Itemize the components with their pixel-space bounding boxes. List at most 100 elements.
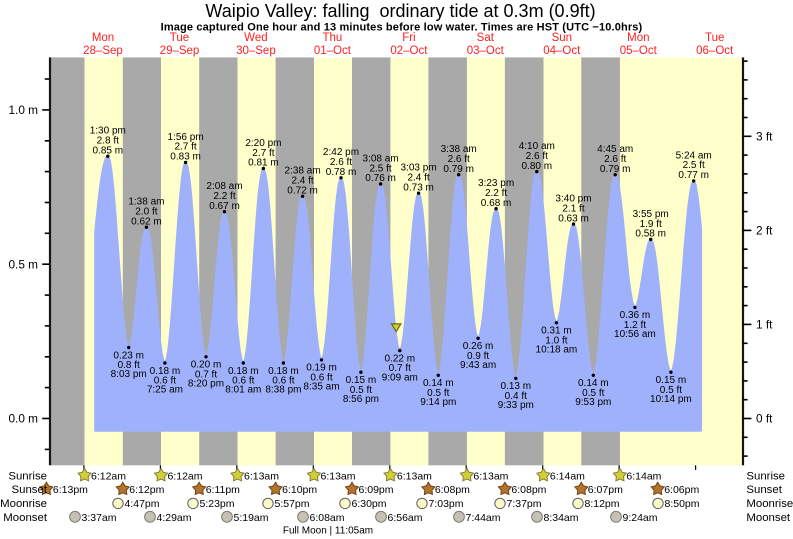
svg-text:8:01 am: 8:01 am — [225, 385, 261, 396]
svg-text:Moonset: Moonset — [3, 512, 48, 524]
svg-text:0.19 m: 0.19 m — [306, 363, 337, 374]
svg-text:0.22 m: 0.22 m — [385, 353, 416, 364]
svg-text:28–Sep: 28–Sep — [83, 45, 123, 57]
svg-text:0.72 m: 0.72 m — [287, 186, 318, 197]
svg-text:1.0 ft: 1.0 ft — [545, 335, 567, 346]
svg-text:0.6 ft: 0.6 ft — [232, 376, 254, 387]
svg-text:8:34am: 8:34am — [544, 512, 579, 524]
svg-text:0.15 m: 0.15 m — [656, 375, 687, 386]
svg-text:5:24 am: 5:24 am — [676, 150, 712, 161]
svg-text:6:07pm: 6:07pm — [588, 484, 623, 496]
svg-text:3:08 am: 3:08 am — [363, 153, 399, 164]
svg-text:Sunset: Sunset — [12, 484, 48, 496]
svg-text:Sat: Sat — [477, 32, 495, 44]
svg-text:7:44am: 7:44am — [466, 512, 501, 524]
svg-text:6:13am: 6:13am — [473, 470, 508, 482]
svg-text:3:38 am: 3:38 am — [441, 144, 477, 155]
svg-text:2.0 ft: 2.0 ft — [135, 207, 157, 218]
svg-text:0.18 m: 0.18 m — [150, 366, 181, 377]
svg-text:Sunrise: Sunrise — [8, 470, 47, 482]
svg-text:29–Sep: 29–Sep — [160, 45, 200, 57]
svg-text:6:30pm: 6:30pm — [352, 498, 387, 510]
svg-text:7:03pm: 7:03pm — [429, 498, 464, 510]
svg-text:0.0 m: 0.0 m — [8, 412, 38, 426]
svg-text:10:18 am: 10:18 am — [536, 345, 578, 356]
svg-text:0.5 m: 0.5 m — [8, 257, 38, 271]
svg-text:8:12pm: 8:12pm — [585, 498, 620, 510]
svg-text:0.6 ft: 0.6 ft — [310, 373, 332, 384]
svg-text:0.18 m: 0.18 m — [268, 366, 299, 377]
svg-text:3 ft: 3 ft — [756, 129, 773, 143]
svg-text:6:13pm: 6:13pm — [53, 484, 88, 496]
svg-text:6:08pm: 6:08pm — [435, 484, 470, 496]
svg-text:2.4 ft: 2.4 ft — [291, 176, 313, 187]
svg-text:Fri: Fri — [402, 32, 415, 44]
svg-text:6:12am: 6:12am — [168, 470, 203, 482]
svg-text:4:45 am: 4:45 am — [597, 144, 633, 155]
svg-text:0.20 m: 0.20 m — [191, 360, 222, 371]
svg-text:9:09 am: 9:09 am — [382, 372, 418, 383]
svg-text:0.80 m: 0.80 m — [522, 161, 553, 172]
svg-text:1:38 am: 1:38 am — [128, 197, 164, 208]
svg-text:0.14 m: 0.14 m — [423, 378, 454, 389]
svg-text:3:55 pm: 3:55 pm — [633, 209, 669, 220]
svg-text:0.14 m: 0.14 m — [578, 378, 609, 389]
svg-text:6:11pm: 6:11pm — [206, 484, 240, 496]
svg-text:0.23 m: 0.23 m — [113, 350, 144, 361]
svg-text:8:38 pm: 8:38 pm — [265, 385, 301, 396]
svg-text:Mon: Mon — [627, 32, 649, 44]
svg-text:Sunrise: Sunrise — [746, 470, 785, 482]
svg-text:5:19am: 5:19am — [234, 512, 269, 524]
svg-text:2:08 am: 2:08 am — [206, 181, 242, 192]
svg-text:0.79 m: 0.79 m — [443, 164, 474, 175]
svg-text:Image captured One hour and 13: Image captured One hour and 13 minutes b… — [161, 21, 643, 33]
svg-text:2:20 pm: 2:20 pm — [245, 138, 281, 149]
svg-text:0.81 m: 0.81 m — [248, 158, 279, 169]
svg-text:Thu: Thu — [322, 32, 342, 44]
svg-text:Sun: Sun — [552, 32, 572, 44]
svg-text:6:56am: 6:56am — [388, 512, 423, 524]
svg-text:3:40 pm: 3:40 pm — [555, 194, 591, 205]
svg-text:0.6 ft: 0.6 ft — [272, 376, 294, 387]
svg-text:2.2 ft: 2.2 ft — [213, 191, 235, 202]
svg-text:0.63 m: 0.63 m — [558, 213, 589, 224]
svg-text:4:10 am: 4:10 am — [519, 141, 555, 152]
svg-text:1.0 m: 1.0 m — [8, 103, 38, 117]
svg-text:0.36 m: 0.36 m — [620, 310, 651, 321]
svg-text:6:14am: 6:14am — [550, 470, 585, 482]
svg-text:04–Oct: 04–Oct — [543, 45, 581, 57]
svg-text:0.13 m: 0.13 m — [501, 381, 532, 392]
svg-text:0.73 m: 0.73 m — [403, 182, 434, 193]
svg-text:0.78 m: 0.78 m — [326, 167, 357, 178]
svg-text:7:25 am: 7:25 am — [147, 385, 183, 396]
svg-text:6:08pm: 6:08pm — [511, 484, 546, 496]
svg-text:0.7 ft: 0.7 ft — [389, 363, 411, 374]
svg-text:0.6 ft: 0.6 ft — [154, 376, 176, 387]
svg-text:0.5 ft: 0.5 ft — [350, 385, 372, 396]
svg-text:6:09pm: 6:09pm — [359, 484, 394, 496]
svg-text:2.8 ft: 2.8 ft — [97, 136, 119, 147]
svg-text:0.18 m: 0.18 m — [228, 366, 259, 377]
svg-text:4:47pm: 4:47pm — [125, 498, 160, 510]
svg-text:6:06pm: 6:06pm — [664, 484, 699, 496]
svg-text:0.85 m: 0.85 m — [93, 145, 124, 156]
svg-text:Tue: Tue — [170, 32, 189, 44]
svg-text:0.68 m: 0.68 m — [481, 198, 512, 209]
svg-text:0.7 ft: 0.7 ft — [195, 369, 217, 380]
svg-text:4:29am: 4:29am — [157, 512, 192, 524]
svg-text:0.83 m: 0.83 m — [170, 152, 201, 163]
svg-text:2.2 ft: 2.2 ft — [485, 188, 507, 199]
svg-text:0.76 m: 0.76 m — [365, 173, 396, 184]
svg-text:3:23 pm: 3:23 pm — [478, 178, 514, 189]
svg-text:10:56 am: 10:56 am — [614, 329, 656, 340]
svg-text:2.5 ft: 2.5 ft — [369, 163, 391, 174]
svg-text:30–Sep: 30–Sep — [236, 45, 276, 57]
svg-text:1:56 pm: 1:56 pm — [168, 132, 204, 143]
svg-text:9:24am: 9:24am — [623, 512, 658, 524]
svg-text:05–Oct: 05–Oct — [620, 45, 658, 57]
svg-text:6:08am: 6:08am — [310, 512, 345, 524]
svg-text:8:50pm: 8:50pm — [665, 498, 700, 510]
svg-text:2 ft: 2 ft — [756, 223, 773, 237]
svg-text:6:14am: 6:14am — [626, 470, 661, 482]
svg-text:8:56 pm: 8:56 pm — [343, 394, 379, 405]
